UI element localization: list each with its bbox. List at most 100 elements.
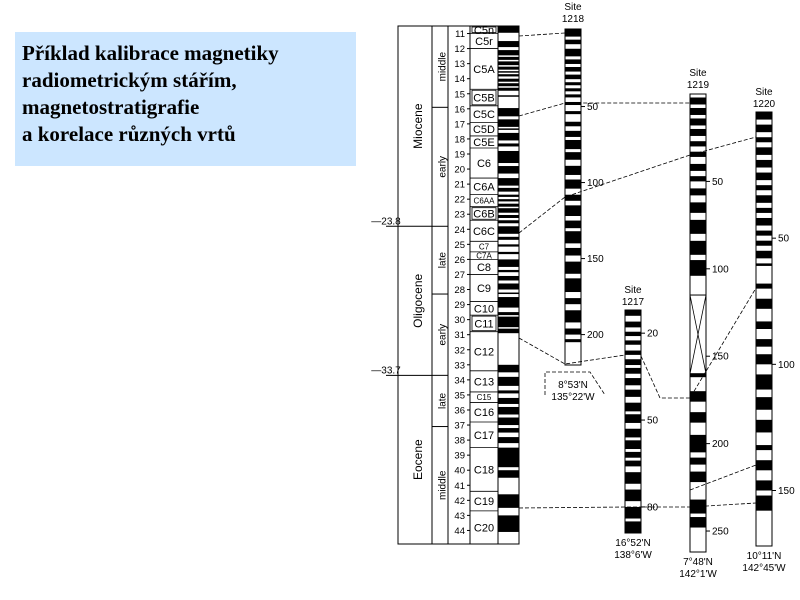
chron-label: C5A bbox=[473, 64, 495, 76]
site-polarity-band bbox=[756, 137, 772, 143]
polarity-normal-band bbox=[498, 283, 519, 290]
chron-label: C10 bbox=[474, 303, 494, 315]
site-polarity-band bbox=[625, 521, 641, 533]
site-polarity-band bbox=[756, 480, 772, 491]
site-polarity-band bbox=[625, 402, 641, 412]
site-polarity-band bbox=[565, 39, 581, 45]
age-label: 23 bbox=[454, 210, 465, 221]
chron-label: C12 bbox=[474, 346, 494, 358]
site-polarity-band bbox=[756, 321, 772, 329]
site-polarity-band bbox=[756, 298, 772, 309]
epoch-boundary-age: —23.8 bbox=[371, 216, 401, 227]
site-polarity-band bbox=[625, 378, 641, 386]
polarity-normal-band bbox=[498, 132, 519, 141]
polarity-normal-band bbox=[498, 74, 519, 77]
correlation-line bbox=[518, 136, 757, 234]
age-label: 24 bbox=[454, 225, 465, 236]
title-line: radiometrickým stářím, bbox=[22, 68, 237, 92]
polarity-normal-band bbox=[498, 244, 519, 247]
site-name: Site bbox=[624, 285, 642, 296]
correlation-line bbox=[640, 287, 757, 399]
polarity-normal-band bbox=[498, 275, 519, 281]
chron-label: C5r bbox=[475, 36, 493, 48]
title-line: a korelace různých vrtů bbox=[22, 122, 236, 146]
site-polarity-band bbox=[565, 194, 581, 201]
age-label: 19 bbox=[454, 149, 465, 160]
site-polarity-band bbox=[565, 59, 581, 64]
site-polarity-band bbox=[756, 147, 772, 155]
polarity-normal-band bbox=[498, 297, 519, 308]
site-polarity-band bbox=[690, 202, 706, 213]
polarity-normal-band bbox=[498, 269, 519, 273]
site-latitude: 7°48'N bbox=[683, 557, 713, 568]
depth-label: 20 bbox=[647, 329, 659, 340]
polarity-normal-band bbox=[498, 316, 519, 328]
polarity-normal-band bbox=[498, 95, 519, 97]
polarity-normal-band bbox=[498, 208, 519, 213]
age-label: 16 bbox=[454, 104, 465, 115]
age-label: 41 bbox=[454, 481, 465, 492]
site-polarity-band bbox=[625, 340, 641, 345]
subepoch-label: late bbox=[438, 392, 449, 409]
age-label: 36 bbox=[454, 405, 465, 416]
site-polarity-band bbox=[756, 230, 772, 236]
polarity-normal-band bbox=[498, 143, 519, 147]
age-label: 28 bbox=[454, 285, 465, 296]
title-box: Příklad kalibrace magnetiky radiometrick… bbox=[15, 32, 356, 166]
polarity-normal-band bbox=[498, 447, 519, 468]
chron-label: C9 bbox=[477, 283, 491, 295]
chron-label: C5C bbox=[473, 109, 495, 121]
subepoch-label: early bbox=[438, 324, 449, 346]
site-polarity-band bbox=[690, 107, 706, 115]
age-label: 27 bbox=[454, 270, 465, 281]
site-polarity-band bbox=[625, 359, 641, 366]
polarity-normal-band bbox=[498, 428, 519, 433]
polarity-normal-band bbox=[498, 437, 519, 444]
site-polarity-band bbox=[565, 328, 581, 335]
site-polarity-band bbox=[756, 419, 772, 433]
site-core-gap-cross bbox=[689, 294, 707, 374]
polarity-normal-band bbox=[498, 150, 519, 164]
site-polarity-band bbox=[565, 111, 581, 115]
site-polarity-band bbox=[756, 172, 772, 181]
age-label: 34 bbox=[454, 375, 465, 386]
site-polarity-band bbox=[690, 163, 706, 171]
polarity-normal-band bbox=[498, 56, 519, 60]
site-polarity-band bbox=[690, 97, 706, 105]
depth-label: 100 bbox=[712, 264, 729, 275]
site-longitude: 142°1'W bbox=[679, 569, 717, 580]
polarity-normal-band bbox=[498, 390, 519, 394]
site-number: 1218 bbox=[562, 14, 585, 25]
polarity-normal-band bbox=[498, 328, 519, 334]
site-polarity-band bbox=[565, 94, 581, 98]
age-label: 12 bbox=[454, 44, 465, 55]
polarity-normal-band bbox=[498, 364, 519, 373]
site-polarity-band bbox=[565, 139, 581, 150]
age-label: 29 bbox=[454, 300, 465, 311]
polarity-normal-band bbox=[498, 119, 519, 127]
site-polarity-band bbox=[756, 339, 772, 347]
polarity-normal-band bbox=[498, 203, 519, 207]
site-polarity-band bbox=[625, 506, 641, 519]
site-polarity-band bbox=[565, 339, 581, 343]
polarity-normal-band bbox=[498, 83, 519, 87]
site-polarity-band bbox=[565, 101, 581, 106]
depth-label: 50 bbox=[712, 177, 724, 188]
polarity-normal-band bbox=[498, 166, 519, 174]
age-label: 42 bbox=[454, 496, 465, 507]
site-polarity-band bbox=[565, 310, 581, 323]
site-polarity-band bbox=[565, 67, 581, 72]
polarity-normal-band bbox=[498, 26, 519, 33]
depth-label: 150 bbox=[778, 486, 795, 497]
polarity-normal-band bbox=[498, 417, 519, 426]
polarity-normal-band bbox=[498, 515, 519, 532]
chron-box bbox=[471, 207, 497, 220]
site-polarity-band bbox=[565, 179, 581, 189]
site-polarity-band bbox=[690, 188, 706, 196]
site-polarity-band bbox=[690, 517, 706, 528]
site-longitude: 135°22'W bbox=[551, 392, 595, 403]
depth-label: 250 bbox=[712, 527, 729, 538]
site-polarity-band bbox=[690, 118, 706, 126]
age-label: 40 bbox=[454, 466, 465, 477]
